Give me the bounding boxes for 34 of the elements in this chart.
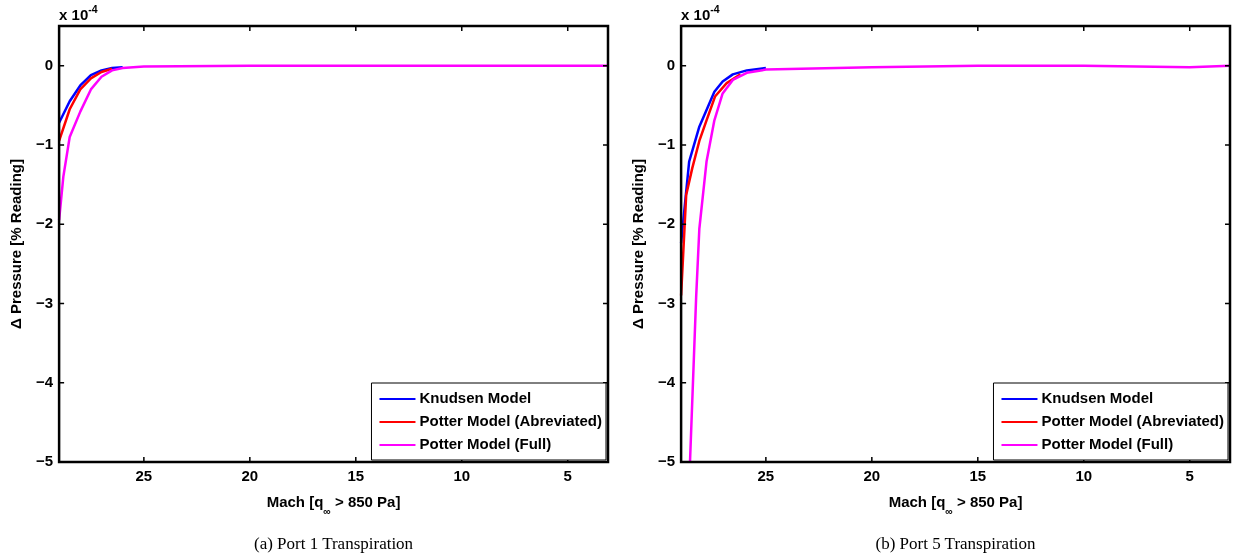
- y-tick-label: −2: [657, 214, 676, 232]
- legend-label: Potter Model (Full): [1041, 435, 1174, 453]
- x-tick-label: 5: [1185, 467, 1194, 485]
- x-tick-label: 20: [241, 467, 259, 485]
- x-tick-label: 15: [347, 467, 365, 485]
- y-axis-title: Δ Pressure [% Reading]: [629, 159, 647, 329]
- y-axis-title: Δ Pressure [% Reading]: [7, 159, 25, 329]
- legend-label: Potter Model (Abreviated): [419, 412, 603, 430]
- text: (a) Port 1 Transpiration: [253, 534, 414, 553]
- legend-label: Knudsen Model: [1041, 389, 1154, 407]
- y-tick-label: −3: [657, 293, 676, 311]
- legend-label: Potter Model (Full): [419, 435, 552, 453]
- legend-label: Knudsen Model: [419, 389, 532, 407]
- x-tick-label: 5: [563, 467, 572, 485]
- y-tick-label: −3: [35, 293, 54, 311]
- y-tick-label: −2: [35, 214, 54, 232]
- y-tick-label: −5: [35, 452, 54, 470]
- x-tick-label: 15: [969, 467, 987, 485]
- y-tick-label: −1: [35, 135, 54, 153]
- legend-label: Potter Model (Abreviated): [1041, 412, 1225, 430]
- y-tick-label: −4: [35, 372, 54, 390]
- y-tick-label: 0: [44, 55, 54, 73]
- x-tick-label: 20: [863, 467, 881, 485]
- x-axis-title: Mach [q∞ > 850 Pa]: [266, 493, 401, 518]
- y-tick-label: −5: [657, 452, 676, 470]
- x-axis-title: Mach [q∞ > 850 Pa]: [888, 493, 1023, 518]
- y-tick-label: 0: [666, 55, 676, 73]
- x-tick-label: 25: [757, 467, 775, 485]
- x-tick-label: 10: [453, 467, 471, 485]
- x-tick-label: 10: [1075, 467, 1093, 485]
- y-tick-label: −1: [657, 135, 676, 153]
- x-tick-label: 25: [135, 467, 153, 485]
- y-tick-label: −4: [657, 372, 676, 390]
- text: (b) Port 5 Transpiration: [875, 534, 1037, 553]
